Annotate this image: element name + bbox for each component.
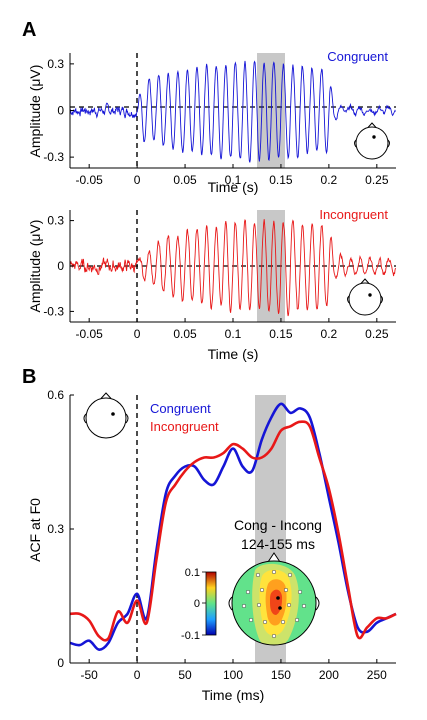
x-tick-label: -0.05 [75,327,103,341]
x-tick-label: 0.25 [365,327,389,341]
x-tick-label: 200 [319,668,339,682]
acf-plot: -50 0 50 100 150 200 250 0 0.3 0.6 Time (ms) ACF… [27,388,397,703]
legend-incongruent: Incongruent [150,419,219,434]
topomap-head [228,552,320,646]
panel-label-b: B [22,366,36,388]
series-line-congruent [69,402,397,651]
electrode-dot [111,412,115,416]
legend-incongruent: Incongruent [319,207,388,222]
x-tick-label: 50 [178,668,192,682]
scalp-head-icon [347,278,383,316]
scalp-head-icon [354,122,390,160]
x-tick-label: 0.1 [225,173,242,187]
x-tick-label: 0.05 [173,327,197,341]
x-tick-label: 0.15 [269,173,293,187]
x-tick-label: 0.2 [321,173,338,187]
x-tick-label: -0.05 [75,173,103,187]
electrode-dot [368,293,372,297]
series-line-incongruent [69,420,397,642]
congruent-waveform-plot: -0.05 0 0.05 0.1 0.15 0.2 0.25 -0.3 0 0.3 Time (… [27,49,396,195]
y-tick-label: 0 [57,656,64,670]
y-tick-label: 0.3 [47,57,64,71]
y-tick-label: 0 [57,104,64,118]
electrode-dot [372,135,376,139]
y-tick-label: -0.3 [43,304,64,318]
colorbar: 0.1 0 -0.1 [181,567,217,642]
x-tick-label: 0.25 [365,173,389,187]
y-axis-label: Amplitude (μV) [27,220,43,313]
x-tick-label: 0 [134,668,141,682]
x-tick-label: 0.15 [269,327,293,341]
y-tick-label: -0.3 [43,150,64,164]
incongruent-waveform-plot: -0.05 0 0.05 0.1 0.15 0.2 0.25 -0.3 0 0.3 Time (… [27,207,396,362]
topomap-title: Cong - Incong [234,517,322,533]
x-tick-label: 0.2 [321,327,338,341]
y-tick-label: 0.3 [47,522,64,536]
y-tick-label: 0 [57,259,64,273]
x-tick-label: 0.05 [173,173,197,187]
colorbar-tick: 0 [194,598,200,610]
legend-congruent: Congruent [327,49,388,64]
x-tick-label: 150 [271,668,291,682]
y-tick-label: 0.6 [47,388,64,402]
x-tick-label: -50 [81,668,99,682]
x-tick-label: 0.1 [225,327,242,341]
x-tick-label: 250 [367,668,387,682]
x-tick-label: 0 [134,327,141,341]
topomap-time-window: 124-155 ms [241,536,315,552]
y-tick-label: 0.3 [47,214,64,228]
x-axis-label: Time (s) [208,179,259,195]
x-tick-label: 0 [134,173,141,187]
incongruent-waveform-line [69,219,396,317]
x-tick-label: 100 [223,668,243,682]
y-axis-label: Amplitude (μV) [27,65,43,158]
y-axis-label: ACF at F0 [27,498,43,562]
scalp-head-icon [83,392,129,439]
panel-label-a: A [22,19,36,41]
x-axis-label: Time (s) [208,346,259,362]
x-axis-label: Time (ms) [202,687,264,703]
congruent-waveform-line [69,60,396,163]
legend-congruent: Congruent [150,401,211,416]
colorbar-tick: 0.1 [185,567,200,579]
colorbar-tick: -0.1 [181,630,200,642]
